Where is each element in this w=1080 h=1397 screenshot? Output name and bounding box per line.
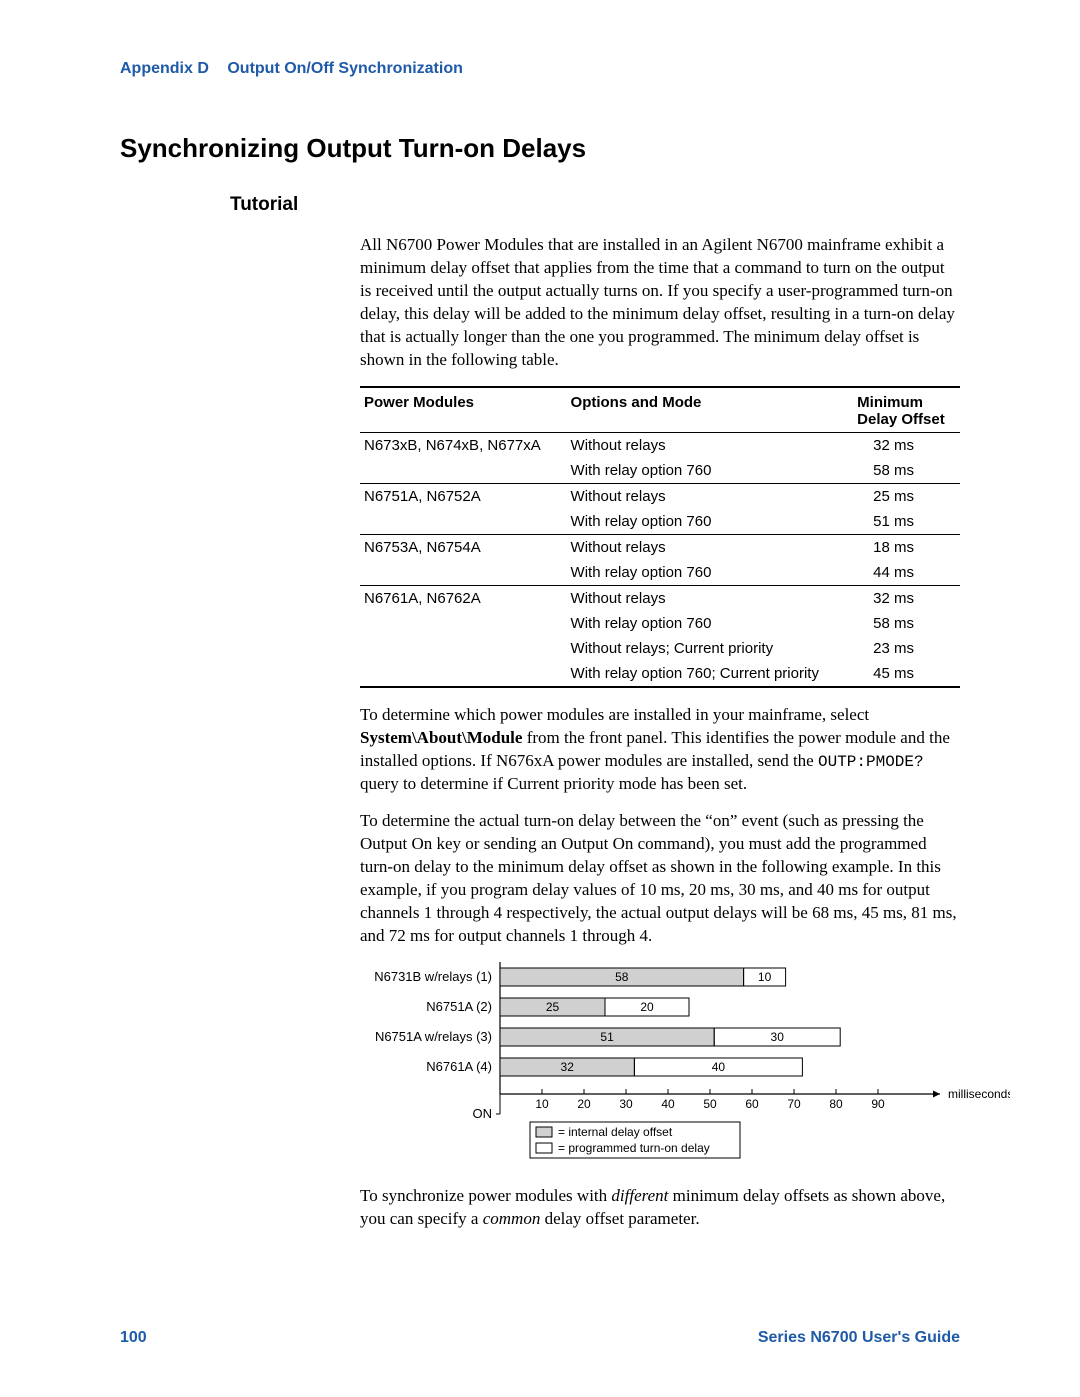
svg-text:58: 58 — [615, 970, 629, 984]
svg-text:51: 51 — [600, 1030, 614, 1044]
table-row: N673xB, N674xB, N677xAWithout relays32 m… — [360, 432, 960, 458]
svg-text:20: 20 — [577, 1097, 591, 1111]
paragraph-synchronize: To synchronize power modules with differ… — [360, 1185, 960, 1231]
table-row: With relay option 76058 ms — [360, 458, 960, 484]
svg-text:30: 30 — [619, 1097, 633, 1111]
table-row: Without relays; Current priority23 ms — [360, 636, 960, 661]
svg-text:60: 60 — [745, 1097, 759, 1111]
page-header: Appendix D Output On/Off Synchronization — [120, 60, 960, 78]
table-row: N6753A, N6754AWithout relays18 ms — [360, 534, 960, 560]
svg-text:25: 25 — [546, 1000, 560, 1014]
svg-text:N6751A w/relays (3): N6751A w/relays (3) — [375, 1029, 492, 1044]
guide-title: Series N6700 User's Guide — [758, 1329, 960, 1347]
table-row: With relay option 76058 ms — [360, 611, 960, 636]
svg-text:N6751A (2): N6751A (2) — [426, 999, 492, 1014]
svg-text:N6761A (4): N6761A (4) — [426, 1059, 492, 1074]
table-row: With relay option 76044 ms — [360, 560, 960, 586]
svg-text:70: 70 — [787, 1097, 801, 1111]
svg-text:20: 20 — [640, 1000, 654, 1014]
page-title: Synchronizing Output Turn-on Delays — [120, 133, 960, 164]
page-number: 100 — [120, 1329, 147, 1347]
paragraph-determine-modules: To determine which power modules are ins… — [360, 704, 960, 796]
table-row: N6761A, N6762AWithout relays32 ms — [360, 585, 960, 611]
table-row: With relay option 76051 ms — [360, 509, 960, 535]
svg-text:50: 50 — [703, 1097, 717, 1111]
delay-offset-table: Power Modules Options and Mode MinimumDe… — [360, 386, 960, 688]
delay-chart: N6731B w/relays (1) 58 10 N6751A (2) 25 20 N67… — [360, 962, 960, 1167]
table-header-minimum: MinimumDelay Offset — [853, 387, 960, 433]
paragraph-determine-delay: To determine the actual turn-on delay be… — [360, 810, 960, 948]
svg-text:= programmed turn-on delay: = programmed turn-on delay — [558, 1141, 710, 1155]
header-title: Output On/Off Synchronization — [227, 60, 463, 77]
page-footer: 100 Series N6700 User's Guide — [120, 1329, 960, 1347]
svg-text:milliseconds: milliseconds — [948, 1087, 1010, 1101]
svg-text:80: 80 — [829, 1097, 843, 1111]
svg-text:10: 10 — [535, 1097, 549, 1111]
table-row: With relay option 760; Current priority4… — [360, 661, 960, 687]
svg-text:= internal delay offset: = internal delay offset — [558, 1125, 673, 1139]
svg-text:30: 30 — [771, 1030, 785, 1044]
svg-text:90: 90 — [871, 1097, 885, 1111]
svg-text:ON: ON — [473, 1106, 493, 1121]
svg-text:10: 10 — [758, 970, 772, 984]
svg-text:40: 40 — [661, 1097, 675, 1111]
svg-text:N6731B w/relays (1): N6731B w/relays (1) — [374, 969, 492, 984]
intro-paragraph: All N6700 Power Modules that are install… — [360, 234, 960, 372]
table-header-modules: Power Modules — [360, 387, 567, 433]
section-title: Tutorial — [230, 194, 960, 216]
appendix-label: Appendix D — [120, 60, 209, 77]
table-row: N6751A, N6752AWithout relays25 ms — [360, 483, 960, 509]
table-header-options: Options and Mode — [567, 387, 854, 433]
svg-text:40: 40 — [712, 1060, 726, 1074]
svg-text:32: 32 — [561, 1060, 575, 1074]
